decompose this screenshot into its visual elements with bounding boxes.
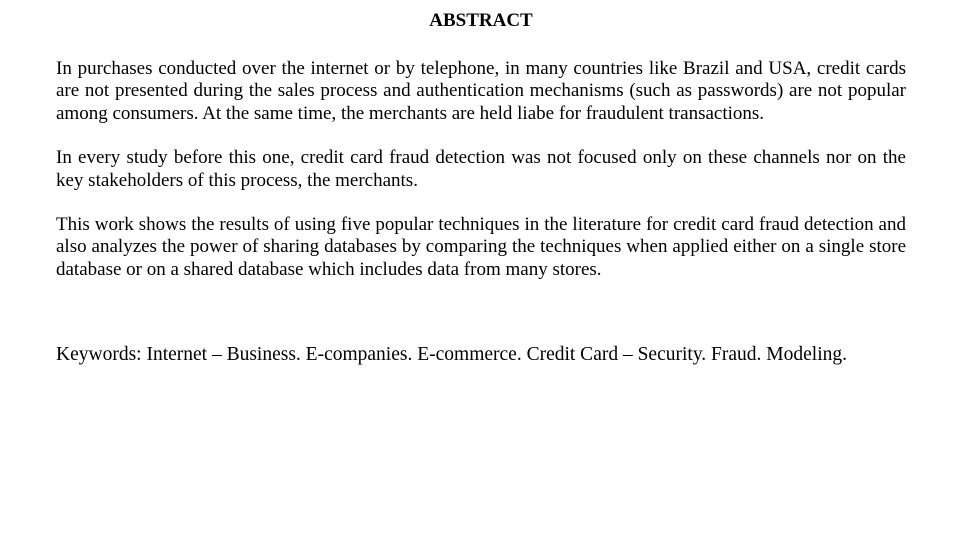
- document-page: ABSTRACT In purchases conducted over the…: [0, 0, 960, 367]
- abstract-paragraph-3: This work shows the results of using fiv…: [56, 214, 906, 281]
- abstract-paragraph-2: In every study before this one, credit c…: [56, 147, 906, 192]
- keywords-line: Keywords: Internet – Business. E-compani…: [56, 343, 906, 366]
- abstract-title: ABSTRACT: [56, 10, 906, 32]
- abstract-paragraph-1: In purchases conducted over the internet…: [56, 58, 906, 125]
